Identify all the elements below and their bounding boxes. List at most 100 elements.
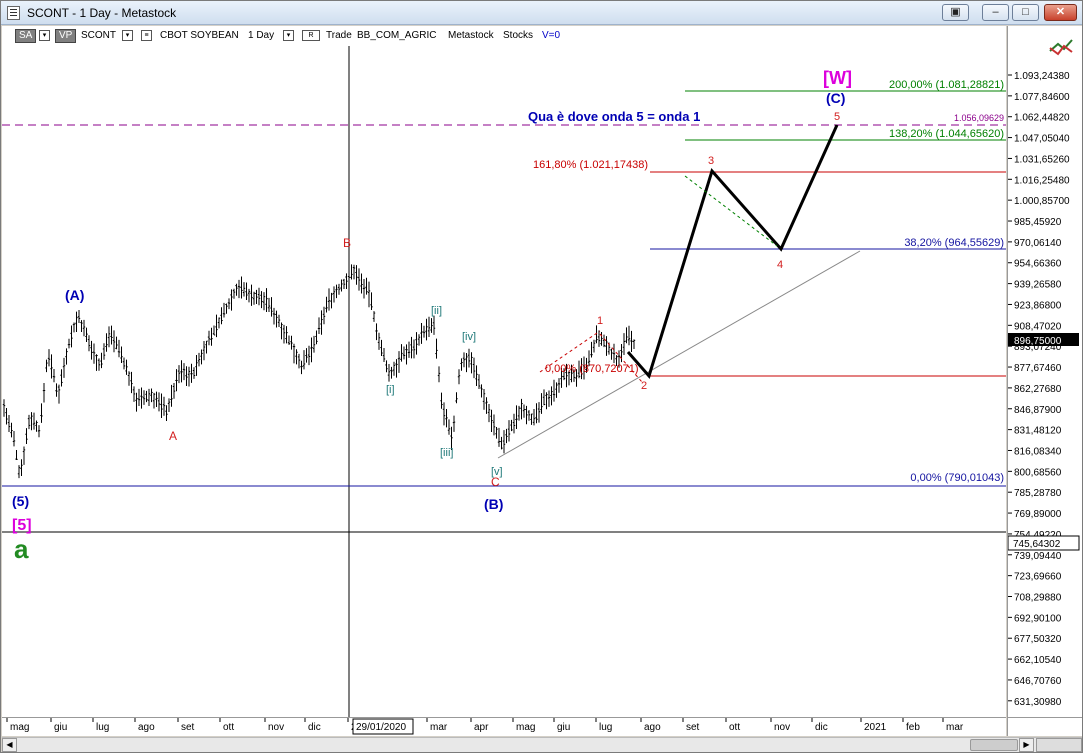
window-title: SCONT - 1 Day - Metastock: [27, 6, 177, 20]
wave-5-label: 5: [834, 111, 840, 123]
minimize-button[interactable]: –: [982, 4, 1009, 21]
maximize-button[interactable]: □: [1012, 4, 1039, 21]
document-icon: [7, 6, 20, 20]
sa-button[interactable]: SA: [15, 29, 37, 43]
close-button[interactable]: ✕: [1044, 4, 1077, 21]
date-axis[interactable]: maggiulugagosetottnovdic2maraprmaggiulug…: [2, 717, 1006, 736]
sa-dropdown-icon[interactable]: ▾: [39, 30, 50, 41]
date-tick-label: nov: [268, 722, 284, 733]
wave-5-paren-label: (5): [12, 493, 29, 509]
price-tick-label: 1.016,25480: [1014, 175, 1070, 186]
wave-projection-path[interactable]: [626, 124, 839, 380]
symbol-dropdown-icon[interactable]: ▾: [122, 30, 133, 41]
fib-161-label: 161,80% (1.021,17438): [533, 159, 648, 171]
wave-2-label: 2: [641, 380, 647, 392]
fib-138-label: 138,20% (1.044,65620): [889, 128, 1004, 140]
type-label: Stocks: [503, 30, 534, 41]
date-tick-label: set: [686, 722, 700, 733]
wave2-dashed: [599, 333, 643, 383]
scroll-thumb[interactable]: [970, 739, 1018, 751]
scroll-left-arrow-icon[interactable]: ◀: [2, 738, 17, 752]
trend-line[interactable]: [497, 250, 861, 459]
price-tick-label: 754,49220: [1014, 530, 1062, 541]
wave-b-big-label: (B): [484, 496, 503, 512]
headline-annotation: Qua è dove onda 5 = onda 1: [528, 109, 700, 124]
date-tick-label: apr: [474, 722, 489, 733]
period-dropdown-icon[interactable]: ▾: [283, 30, 294, 41]
fib-200-label: 200,00% (1.081,28821): [889, 79, 1004, 91]
price-tick-label: 1.062,44820: [1014, 113, 1070, 124]
price-tick-label: 646,70760: [1014, 676, 1062, 687]
fib-0-top-label: 0,00% (870,72071): [545, 363, 639, 375]
price-tick-label: 923,86800: [1014, 300, 1062, 311]
price-axis-canvas: 1.093,24380 1.077,84600 1.062,44820 1.047,0…: [1008, 39, 1080, 708]
price-ticks: 1.093,24380 1.077,84600 1.062,44820 1.047,0…: [1008, 71, 1070, 708]
price-tick-label: 1.093,24380: [1014, 71, 1070, 82]
date-tick-label: mag: [10, 722, 29, 733]
symbol-menu-icon[interactable]: ≡: [141, 30, 152, 41]
vp-button[interactable]: VP: [55, 29, 77, 43]
price-tick-label: 1.047,05040: [1014, 134, 1070, 145]
date-tick-label: nov: [774, 722, 790, 733]
date-tick-label: mar: [430, 722, 448, 733]
date-tick-label: ott: [729, 722, 740, 733]
wave-a-green-label: a: [14, 534, 29, 564]
price-tick-label: 800,68560: [1014, 467, 1062, 478]
price-tick-label: 692,90100: [1014, 613, 1062, 624]
source-label: Metastock: [448, 30, 494, 41]
sector-label: BB_COM_AGRIC: [357, 30, 437, 41]
current-price-marker: [1008, 333, 1079, 346]
date-tick-label: lug: [599, 722, 612, 733]
price-tick-label: 739,09440: [1014, 551, 1062, 562]
restore-extra-button[interactable]: ▣: [942, 4, 969, 21]
price-tick-label: 846,87900: [1014, 405, 1062, 416]
trade-label: Trade: [326, 30, 352, 41]
price-tick-label: 785,28780: [1014, 488, 1062, 499]
wave-w-label: [W]: [823, 68, 852, 88]
date-tick-label: ago: [644, 722, 661, 733]
price-tick-label: 893,07240: [1014, 342, 1062, 353]
wave-b-label: B: [343, 236, 351, 250]
date-tick-label: mar: [946, 722, 964, 733]
wave-a-label: A: [169, 429, 177, 443]
crosshair-price-label: 745,64302: [1013, 539, 1061, 550]
ohlc-bars: [2, 264, 636, 479]
price-tick-label: 769,89000: [1014, 509, 1062, 520]
date-tick-label: dic: [815, 722, 828, 733]
price-tick-label: 939,26580: [1014, 280, 1062, 291]
price-tick-label: 677,50320: [1014, 634, 1062, 645]
wave-1-label: 1: [597, 315, 603, 327]
symbol-label: SCONT: [81, 30, 116, 41]
date-axis-canvas: maggiulugagosetottnovdic2maraprmaggiulug…: [6, 718, 964, 735]
chart-canvas[interactable]: 200,00% (1.081,28821) 138,20% (1.044,656…: [2, 46, 1006, 717]
price-tick-label: 985,45920: [1014, 217, 1062, 228]
wave-v-label: [v]: [491, 466, 503, 478]
price-axis[interactable]: 1.093,24380 1.077,84600 1.062,44820 1.047,0…: [1007, 26, 1082, 717]
price-tick-label: 954,66360: [1014, 259, 1062, 270]
price-tick-label: 1.000,85700: [1014, 196, 1070, 207]
wave-ii-label: [ii]: [431, 305, 442, 317]
horizontal-scrollbar[interactable]: ◀ ▶: [2, 737, 1082, 752]
zoom-grip[interactable]: [1036, 738, 1082, 752]
date-tick-label: ott: [223, 722, 234, 733]
price-chart[interactable]: 200,00% (1.081,28821) 138,20% (1.044,656…: [2, 46, 1006, 717]
date-ticks: maggiulugagosetottnovdic2maraprmaggiulug…: [6, 718, 964, 733]
price-tick-label: 877,67460: [1014, 363, 1062, 374]
wave4-projection-dashed: [684, 175, 778, 247]
price-tick-label: 662,10540: [1014, 655, 1062, 666]
crosshair-date-label: 29/01/2020: [356, 722, 406, 733]
wave-c-big-label: (C): [826, 90, 845, 106]
price-tick-label: 708,29880: [1014, 593, 1062, 604]
wave-c-label: C: [491, 475, 500, 489]
title-bar[interactable]: SCONT - 1 Day - Metastock ▣ – □ ✕: [1, 1, 1082, 25]
wave-3-label: 3: [708, 155, 714, 167]
date-tick-label: mag: [516, 722, 535, 733]
scroll-right-arrow-icon[interactable]: ▶: [1019, 738, 1034, 752]
wave-i-label: [i]: [386, 384, 395, 396]
date-tick-label: dic: [308, 722, 321, 733]
price-tick-label: 908,47020: [1014, 321, 1062, 332]
price-tick-label: 970,06140: [1014, 238, 1062, 249]
r-button[interactable]: R: [302, 30, 320, 41]
chart-line-icon[interactable]: [1049, 39, 1073, 56]
price-tick-label: 1.031,65260: [1014, 154, 1070, 165]
